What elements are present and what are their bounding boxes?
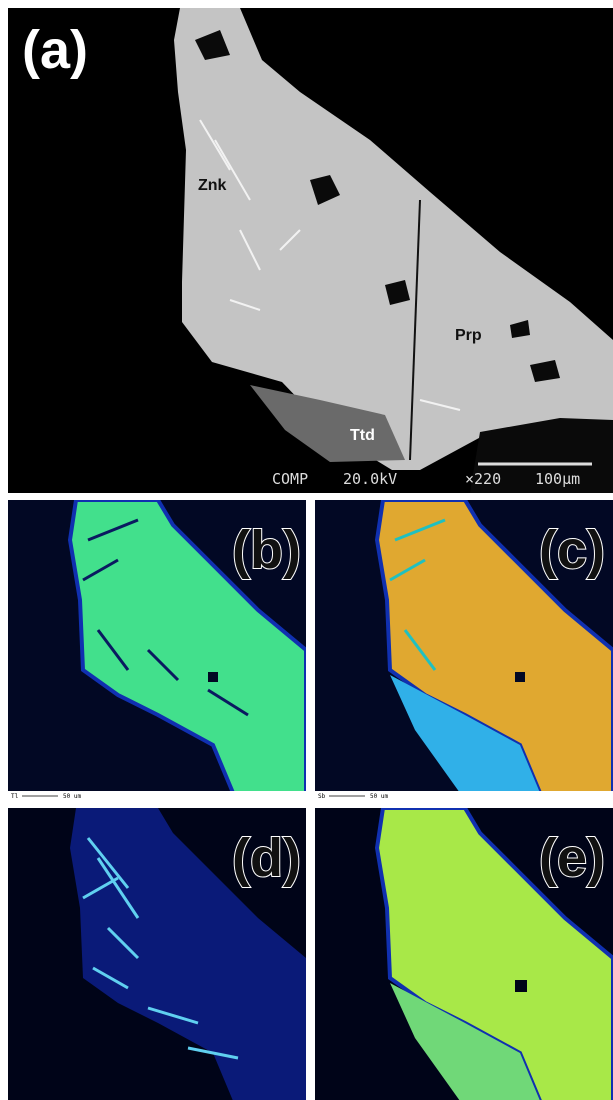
footer-text: ×220	[465, 470, 501, 488]
panel-b: (b) Tl 50 um	[8, 500, 306, 800]
scale-label: 50 um	[63, 793, 81, 800]
scale-label: 50 um	[370, 793, 388, 800]
panel-label: (e)	[539, 828, 605, 888]
panel-d: (d)	[8, 808, 306, 1100]
footer-text: 20.0kV	[343, 470, 397, 488]
panel-label: (a)	[22, 20, 88, 80]
panel-e: (e)	[315, 808, 613, 1100]
panel-label: (c)	[539, 520, 605, 580]
element-label: Sb	[318, 793, 326, 800]
annotation: Ttd	[350, 427, 375, 444]
figure: (a) Znk Prp Ttd COMP 20.0kV ×220 100μm (…	[0, 0, 613, 1100]
footer-text: COMP	[272, 470, 308, 488]
element-label: Tl	[11, 793, 19, 800]
panel-a: (a) Znk Prp Ttd COMP 20.0kV ×220 100μm	[8, 8, 613, 493]
panel-label: (b)	[232, 520, 301, 580]
footer-text: 100μm	[535, 470, 580, 488]
panel-c: (c) Sb 50 um	[315, 500, 613, 800]
panel-label: (d)	[232, 828, 301, 888]
annotation: Prp	[455, 327, 482, 344]
page: (a) Znk Prp Ttd COMP 20.0kV ×220 100μm (…	[0, 0, 613, 1100]
annotation: Znk	[198, 177, 227, 194]
